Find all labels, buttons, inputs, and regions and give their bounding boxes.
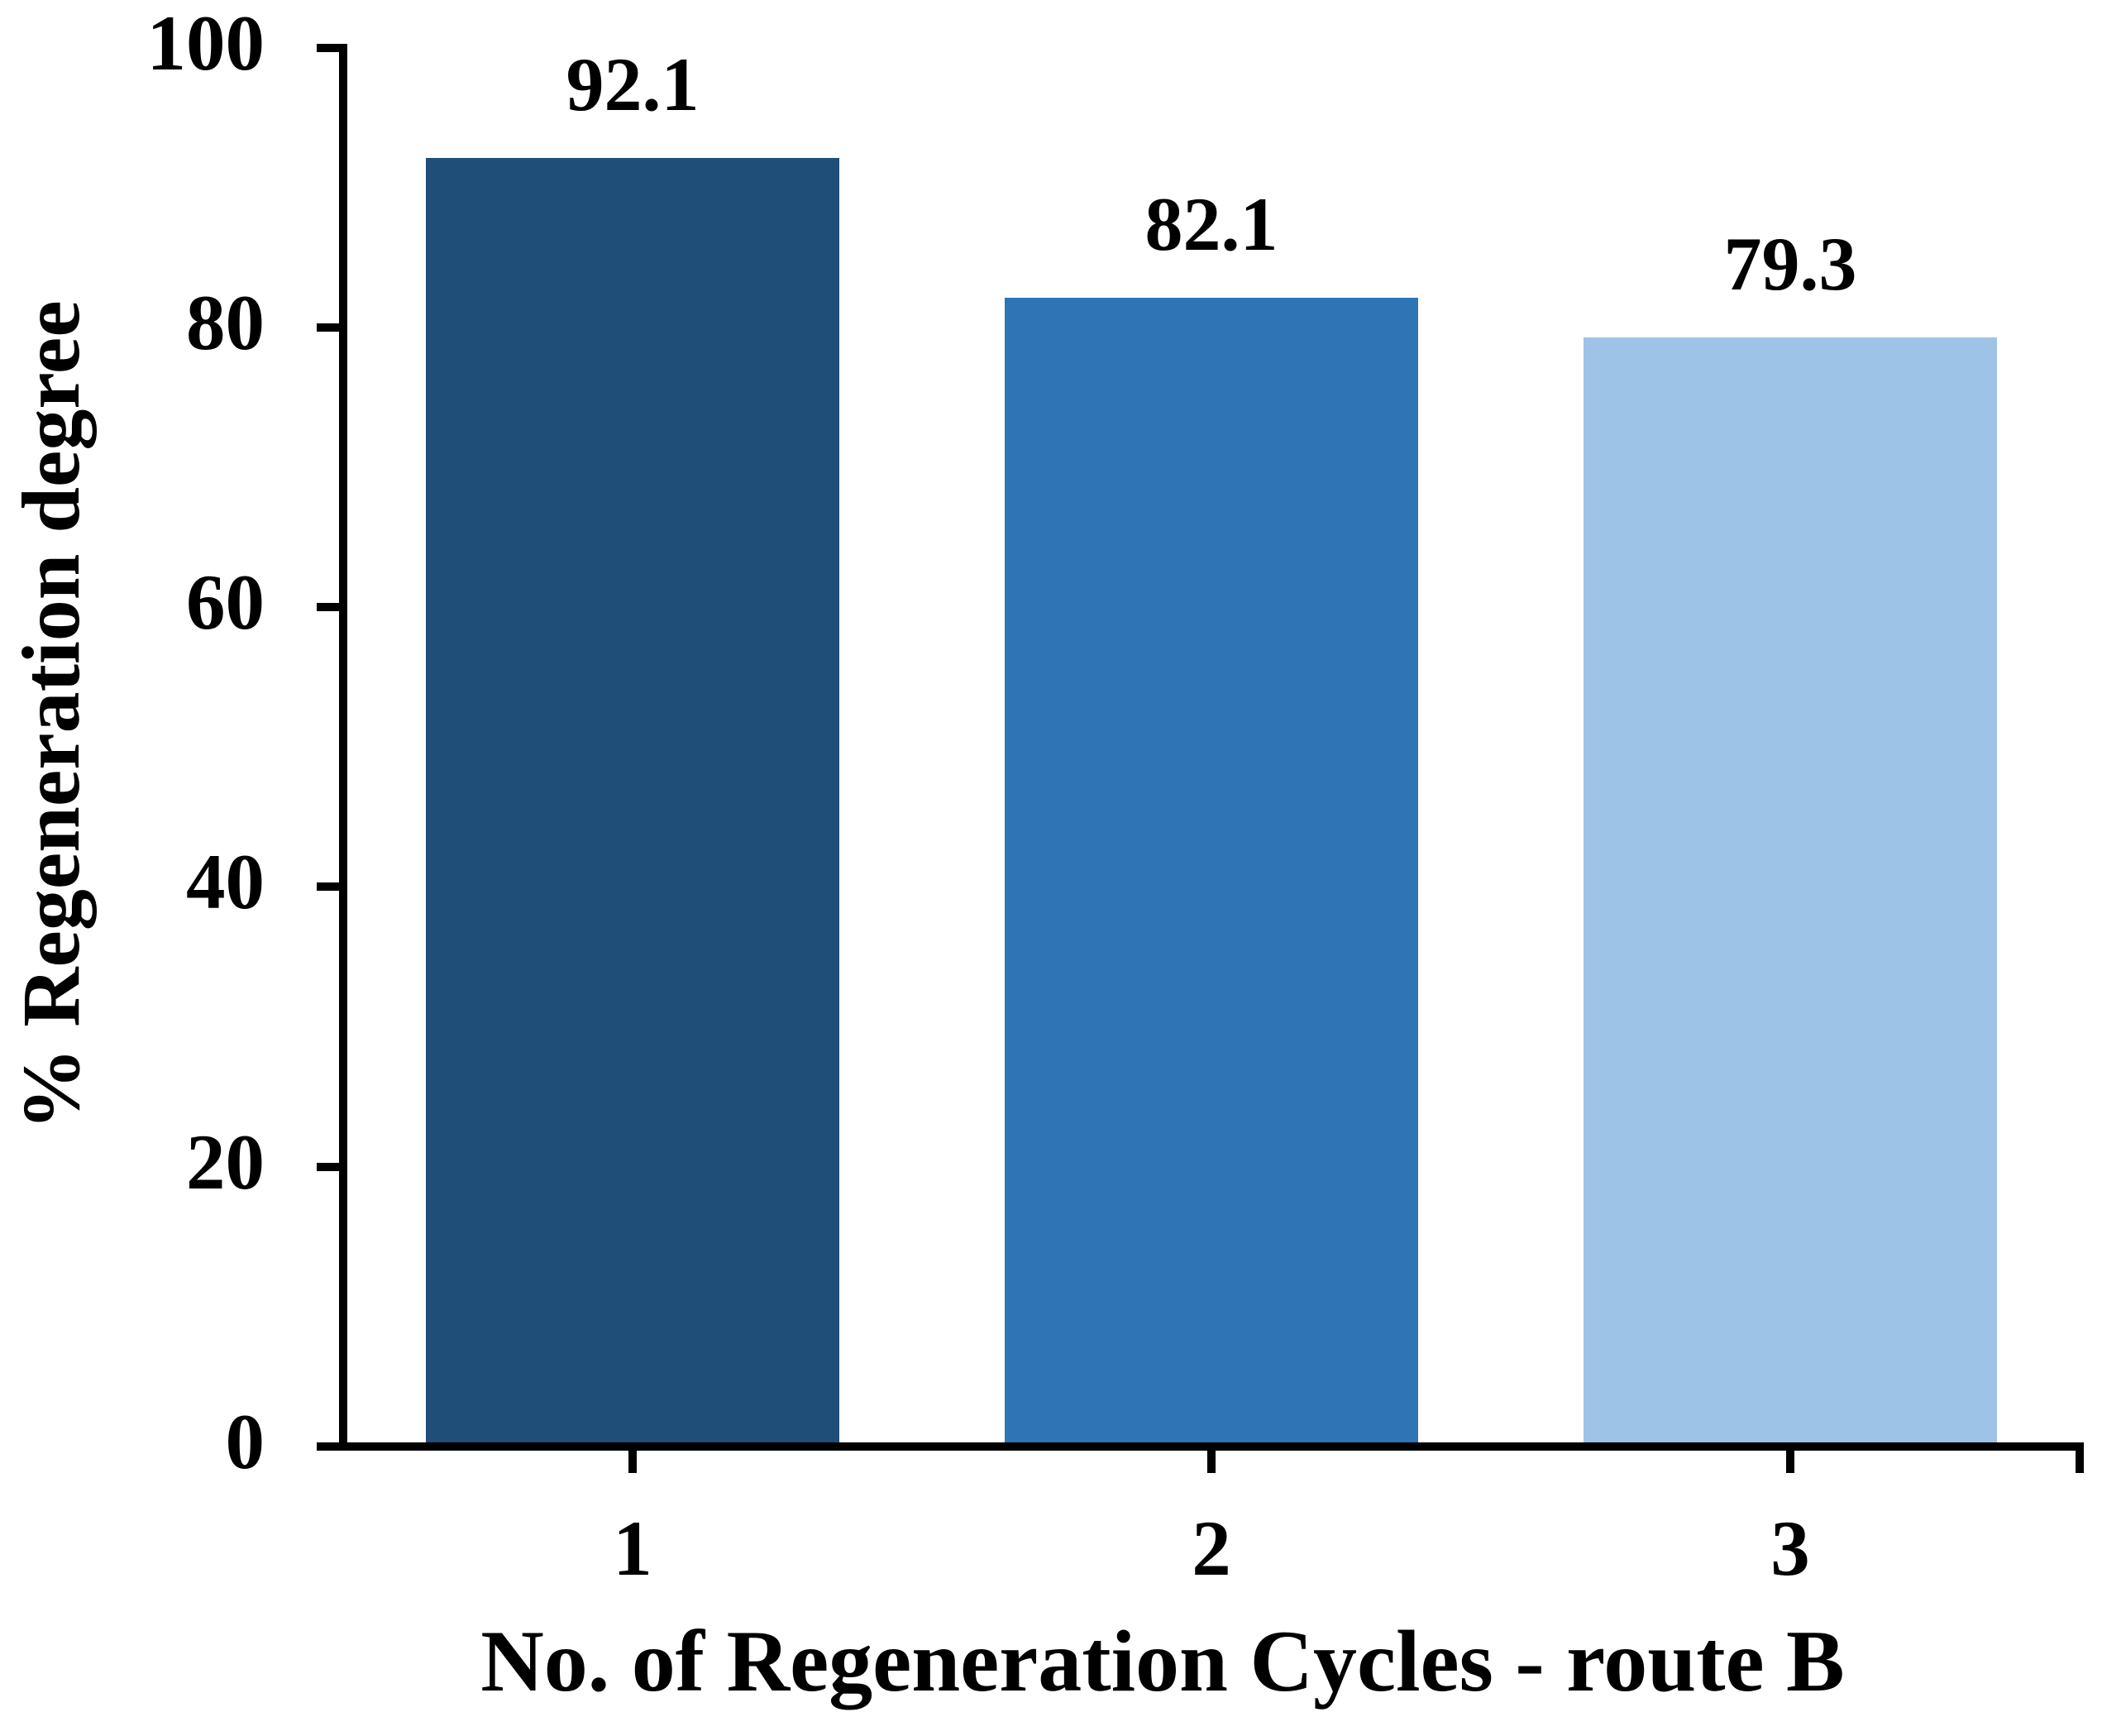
y-tick-label: 100 xyxy=(146,0,265,87)
x-tick-label: 3 xyxy=(1770,1504,1810,1592)
y-axis-line xyxy=(339,43,347,1451)
data-label: 82.1 xyxy=(1144,182,1278,267)
x-axis-end-tick xyxy=(2076,1451,2084,1473)
bar-cycle-3 xyxy=(1584,337,1997,1447)
y-tick-label: 0 xyxy=(225,1398,265,1485)
y-axis-tick xyxy=(317,1442,343,1451)
y-axis-tick xyxy=(317,323,343,332)
y-axis-tick xyxy=(317,603,343,612)
y-tick-label: 20 xyxy=(186,1117,265,1206)
x-axis-line xyxy=(339,1442,2084,1451)
y-axis-tick xyxy=(317,43,343,52)
y-tick-label: 80 xyxy=(186,278,265,366)
bar-cycle-1 xyxy=(426,158,839,1447)
bar-cycle-2 xyxy=(1005,298,1418,1447)
x-axis-tick xyxy=(1786,1451,1794,1473)
x-axis-tick xyxy=(628,1451,637,1473)
x-axis-tick xyxy=(1207,1451,1216,1473)
y-axis-tick xyxy=(317,882,343,892)
data-label: 79.3 xyxy=(1723,221,1857,306)
y-tick-label: 60 xyxy=(186,558,265,647)
data-label: 92.1 xyxy=(566,42,700,127)
y-axis-tick xyxy=(317,1162,343,1171)
x-axis-title: No. of Regeneration Cycles - route B xyxy=(480,1613,1845,1710)
x-tick-label: 2 xyxy=(1192,1504,1231,1592)
x-tick-label: 1 xyxy=(613,1504,652,1592)
y-tick-label: 40 xyxy=(186,838,265,926)
